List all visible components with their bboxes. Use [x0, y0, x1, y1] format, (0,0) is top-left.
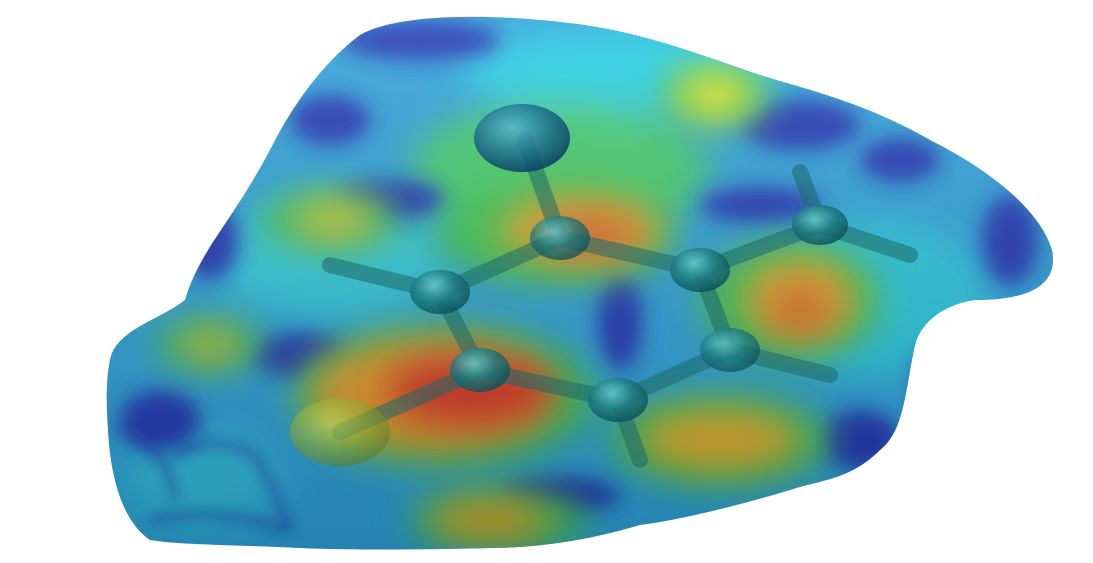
- chlorine-atom: [290, 398, 390, 466]
- carbon-atom: [700, 328, 760, 372]
- carbon-atom: [410, 270, 470, 314]
- molecule-atoms: [290, 104, 848, 466]
- hirshfeld-surface: [106, 16, 1054, 550]
- carbon-atom: [670, 248, 730, 292]
- bromine-atom: [474, 104, 570, 172]
- carbon-atom: [588, 378, 648, 422]
- carbon-atom: [450, 348, 510, 392]
- carbon-atom: [530, 216, 590, 260]
- carbon-atom: [792, 205, 848, 245]
